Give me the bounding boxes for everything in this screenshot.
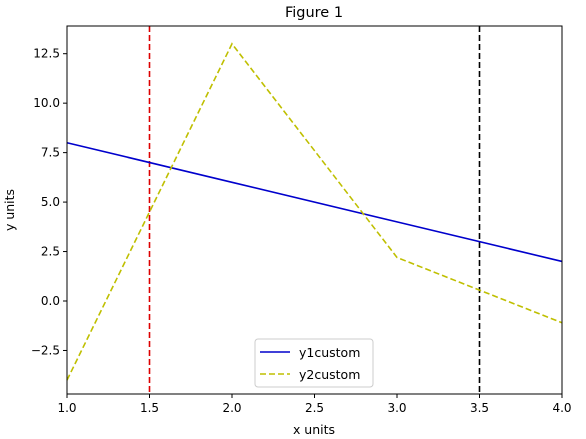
- series-line-y1custom: [66, 141, 563, 263]
- x-tick-label: 1.0: [57, 401, 76, 415]
- y-tick-label: 2.5: [41, 245, 60, 259]
- x-tick-label: 2.0: [222, 401, 241, 415]
- y-tick-label: 5.0: [41, 195, 60, 209]
- y-axis-label: y units: [2, 189, 17, 231]
- y-axis-ticks: −2.5 0.0 2.5 5.0 7.5 10.0 12.5: [31, 47, 67, 357]
- legend-label-y1custom: y1custom: [299, 345, 360, 360]
- series-lines: [66, 42, 563, 381]
- legend-label-y2custom: y2custom: [299, 367, 360, 382]
- x-tick-label: 1.5: [140, 401, 159, 415]
- y-tick-label: 10.0: [33, 96, 60, 110]
- x-axis-ticks: 1.0 1.5 2.0 2.5 3.0 3.5 4.0: [57, 394, 572, 415]
- legend-frame: [254, 338, 374, 388]
- y-tick-label: −2.5: [31, 343, 60, 357]
- y-tick-label: 12.5: [33, 47, 60, 61]
- chart-title: Figure 1: [285, 5, 343, 21]
- x-tick-label: 3.0: [387, 401, 406, 415]
- y-tick-label: 0.0: [41, 294, 60, 308]
- legend: y1custom y2custom: [254, 338, 374, 388]
- x-tick-label: 2.5: [305, 401, 324, 415]
- x-tick-label: 4.0: [552, 401, 571, 415]
- y-tick-label: 7.5: [41, 146, 60, 160]
- x-tick-label: 3.5: [470, 401, 489, 415]
- series-line-y2custom: [66, 42, 563, 381]
- x-axis-label: x units: [293, 422, 335, 437]
- vertical-lines: [148, 26, 481, 394]
